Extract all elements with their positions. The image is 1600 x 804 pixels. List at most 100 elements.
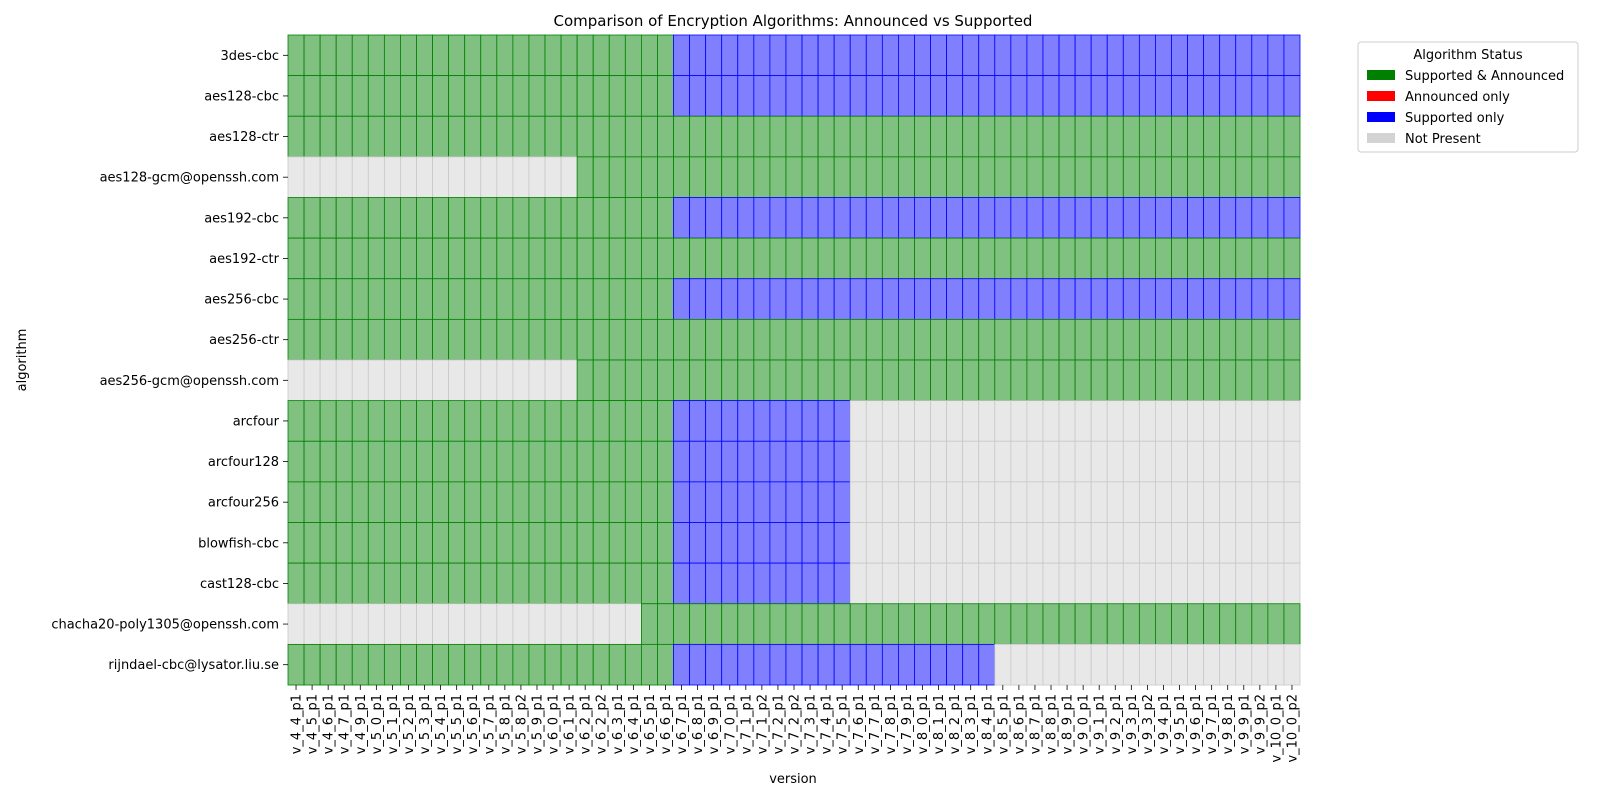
heatmap-cell	[1106, 562, 1124, 605]
heatmap-cell	[496, 197, 514, 239]
heatmap-cell	[624, 359, 642, 402]
heatmap-cell	[1074, 440, 1092, 483]
heatmap-cell	[400, 278, 417, 320]
heatmap-cell	[1090, 156, 1108, 198]
heatmap-cell	[753, 156, 771, 198]
heatmap-cell	[1138, 481, 1156, 523]
heatmap-cell	[657, 481, 674, 523]
heatmap-cell	[576, 318, 594, 361]
heatmap-cell	[624, 278, 642, 320]
heatmap-cell	[1251, 156, 1269, 198]
heatmap-cell	[801, 237, 819, 280]
heatmap-cell	[914, 237, 931, 280]
heatmap-cell	[721, 34, 739, 77]
heatmap-cell	[351, 562, 369, 605]
heatmap-cell	[994, 34, 1012, 77]
heatmap-cell	[994, 197, 1012, 239]
heatmap-cell	[528, 34, 546, 77]
heatmap-cell	[576, 237, 594, 280]
x-tick-label: v_7_1_p1	[739, 694, 754, 754]
heatmap-cell	[946, 359, 964, 402]
heatmap-cell	[400, 562, 417, 605]
heatmap-cell	[641, 603, 658, 645]
heatmap-cell	[705, 278, 723, 320]
heatmap-cell	[432, 562, 450, 605]
y-tick-label: cast128-cbc	[200, 577, 279, 592]
heatmap-cell	[448, 278, 466, 320]
heatmap-cell	[608, 197, 626, 239]
heatmap-cell	[1090, 359, 1108, 402]
heatmap-cell	[1042, 562, 1060, 605]
heatmap-cell	[753, 237, 771, 280]
heatmap-cell	[480, 440, 498, 483]
chart-title: Comparison of Encryption Algorithms: Ann…	[554, 12, 1033, 30]
heatmap-cell	[641, 115, 658, 158]
heatmap-cell	[1138, 522, 1156, 564]
heatmap-cell	[721, 318, 739, 361]
heatmap-cell	[1058, 156, 1076, 198]
heatmap-cell	[496, 359, 514, 402]
heatmap-cell	[737, 197, 755, 239]
heatmap-cell	[367, 359, 385, 402]
heatmap-cell	[881, 318, 899, 361]
heatmap-cell	[833, 237, 851, 280]
heatmap-cell	[1219, 115, 1237, 158]
heatmap-cell	[1042, 156, 1060, 198]
heatmap-cell	[576, 278, 594, 320]
heatmap-cell	[737, 562, 755, 605]
heatmap-cell	[689, 75, 707, 117]
heatmap-cell	[464, 237, 482, 280]
heatmap-cell	[464, 197, 482, 239]
heatmap-cell	[544, 197, 562, 239]
heatmap-cell	[592, 115, 610, 158]
heatmap-cell	[528, 278, 546, 320]
heatmap-cell	[994, 440, 1012, 483]
heatmap-cell	[287, 237, 305, 280]
heatmap-cell	[1203, 603, 1221, 645]
heatmap-cell	[512, 34, 530, 77]
legend-label: Announced only	[1405, 90, 1510, 105]
heatmap-cell	[978, 562, 996, 605]
heatmap-cell	[496, 278, 514, 320]
heatmap-cell	[914, 156, 931, 198]
heatmap-cell	[833, 278, 851, 320]
heatmap-cell	[576, 481, 594, 523]
heatmap-cell	[817, 481, 835, 523]
heatmap-cell	[512, 318, 530, 361]
heatmap-cell	[930, 359, 947, 402]
heatmap-cell	[817, 75, 835, 117]
heatmap-cell	[1187, 603, 1205, 645]
heatmap-cell	[383, 197, 401, 239]
heatmap-cell	[1155, 359, 1172, 402]
heatmap-cell	[946, 197, 964, 239]
heatmap-cell	[1219, 156, 1237, 198]
heatmap-cell	[833, 400, 851, 442]
heatmap-cell	[560, 440, 578, 483]
heatmap-cell	[849, 278, 867, 320]
heatmap-cell	[737, 237, 755, 280]
heatmap-cell	[785, 603, 803, 645]
heatmap-cell	[303, 643, 321, 686]
heatmap-cell	[946, 278, 964, 320]
heatmap-cell	[753, 400, 771, 442]
heatmap-cell	[785, 318, 803, 361]
heatmap-cell	[1251, 34, 1269, 77]
heatmap-cell	[1090, 440, 1108, 483]
heatmap-cell	[1074, 237, 1092, 280]
heatmap-cell	[1171, 562, 1188, 605]
heatmap-cell	[400, 237, 417, 280]
heatmap-cell	[1235, 440, 1253, 483]
heatmap-cell	[1187, 34, 1205, 77]
heatmap-cell	[721, 643, 739, 686]
heatmap-cell	[1203, 440, 1221, 483]
heatmap-cell	[657, 237, 674, 280]
heatmap-cell	[1219, 400, 1237, 442]
heatmap-cell	[576, 562, 594, 605]
heatmap-cell	[512, 481, 530, 523]
heatmap-cell	[1010, 400, 1028, 442]
y-tick-label: aes256-ctr	[209, 333, 279, 348]
heatmap-cell	[1283, 34, 1301, 77]
heatmap-cell	[801, 481, 819, 523]
x-tick-label: v_7_5_p1	[836, 694, 851, 754]
